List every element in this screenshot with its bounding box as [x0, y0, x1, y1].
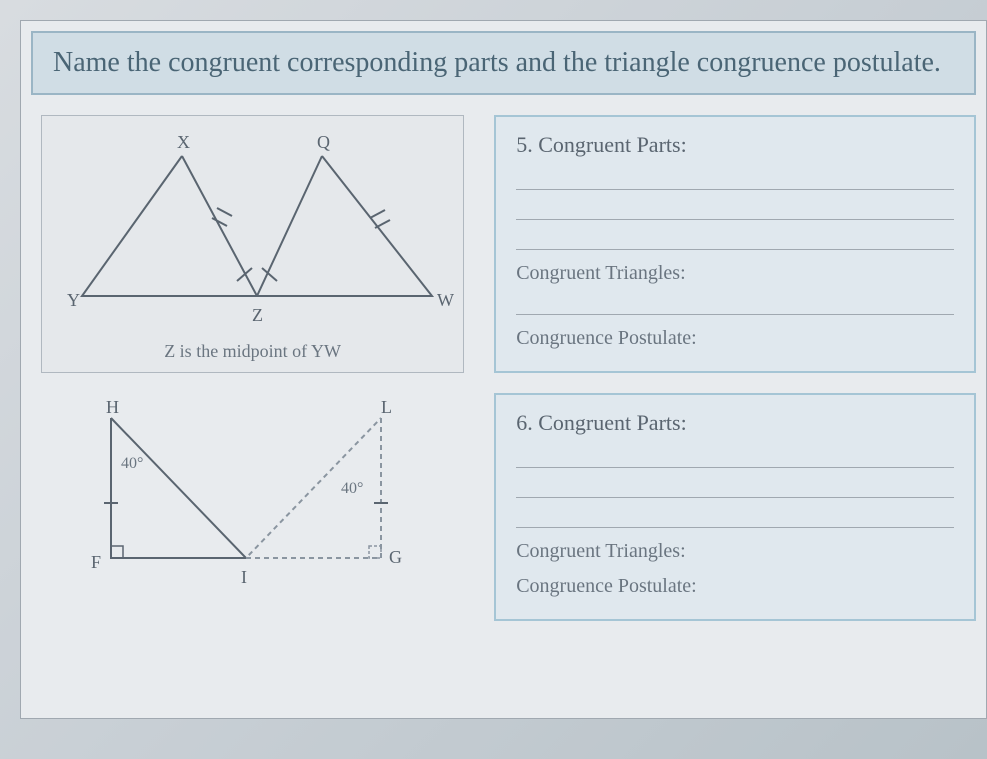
- blank-line[interactable]: [516, 291, 954, 315]
- tick-mark: [370, 210, 385, 218]
- vertex-g: G: [389, 547, 402, 567]
- blank-line[interactable]: [516, 474, 954, 498]
- vertex-h: H: [106, 398, 119, 417]
- tick-mark: [237, 268, 252, 281]
- q5-congruent-triangles-label: Congruent Triangles:: [516, 262, 954, 285]
- right-angle-icon: [369, 546, 381, 558]
- vertex-z: Z: [252, 305, 263, 325]
- angle-h: 40°: [121, 455, 143, 472]
- vertex-i: I: [241, 567, 247, 587]
- q5-cp-text: Congruent Parts:: [538, 132, 687, 157]
- triangle-hfi: [111, 418, 246, 558]
- q5-congruent-parts-label: 5. Congruent Parts:: [516, 132, 954, 158]
- vertex-l: L: [381, 398, 392, 417]
- blank-line[interactable]: [516, 196, 954, 220]
- angle-l: 40°: [341, 480, 363, 497]
- q6-cp-text: Congruent Parts:: [538, 410, 687, 435]
- blank-line[interactable]: [516, 444, 954, 468]
- answer-box-6: 6. Congruent Parts: Congruent Triangles:…: [494, 393, 976, 621]
- triangle-qzw: [257, 156, 432, 296]
- diagram-5-caption: Z is the midpoint of YW: [52, 341, 453, 362]
- q5-congruence-postulate-label: Congruence Postulate:: [516, 327, 954, 350]
- vertex-f: F: [91, 552, 101, 572]
- vertex-w: W: [437, 290, 454, 310]
- worksheet-page: Name the congruent corresponding parts a…: [20, 20, 987, 719]
- instruction-header: Name the congruent corresponding parts a…: [31, 31, 976, 95]
- answers-column: 5. Congruent Parts: Congruent Triangles:…: [484, 105, 986, 682]
- vertex-q: Q: [317, 132, 330, 152]
- diagrams-column: X Q Y Z W Z is the midpoint of YW: [21, 105, 484, 682]
- q6-number: 6.: [516, 410, 533, 435]
- blank-line[interactable]: [516, 504, 954, 528]
- q6-congruence-postulate-label: Congruence Postulate:: [516, 575, 954, 598]
- triangles-hfi-lgi: 40° 40° H L F G I: [51, 398, 451, 598]
- q6-congruent-triangles-label: Congruent Triangles:: [516, 540, 954, 563]
- diagram-6: 40° 40° H L F G I: [41, 388, 464, 608]
- right-angle-icon: [111, 546, 123, 558]
- triangles-xyz-qzw: X Q Y Z W: [52, 126, 462, 336]
- q6-congruent-parts-label: 6. Congruent Parts:: [516, 410, 954, 436]
- diagram-5: X Q Y Z W Z is the midpoint of YW: [41, 115, 464, 373]
- answer-box-5: 5. Congruent Parts: Congruent Triangles:…: [494, 115, 976, 373]
- blank-line[interactable]: [516, 226, 954, 250]
- vertex-y: Y: [67, 290, 80, 310]
- blank-line[interactable]: [516, 166, 954, 190]
- triangle-xyz: [82, 156, 257, 296]
- vertex-x: X: [177, 132, 190, 152]
- tick-mark: [217, 208, 232, 216]
- instruction-text: Name the congruent corresponding parts a…: [53, 45, 954, 81]
- q5-number: 5.: [516, 132, 533, 157]
- tick-mark: [375, 220, 390, 228]
- content-area: X Q Y Z W Z is the midpoint of YW: [21, 105, 986, 682]
